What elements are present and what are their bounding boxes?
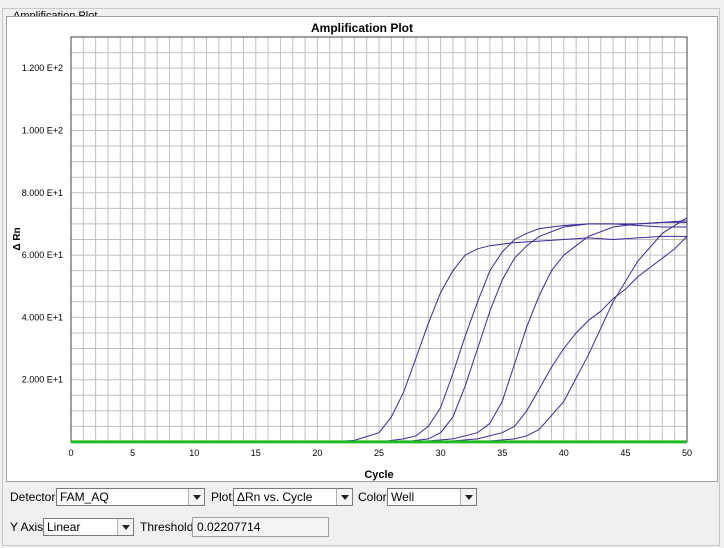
threshold-value: 0.02207714 xyxy=(197,520,261,534)
detector-label: Detector: xyxy=(10,490,59,504)
y-axis-label: Δ Rn xyxy=(12,227,23,250)
amplification-curve xyxy=(415,221,687,443)
amplification-curve xyxy=(403,220,688,443)
chevron-down-icon[interactable] xyxy=(336,489,352,505)
y-tick-label: 1.000 E+2 xyxy=(22,125,63,135)
color-value: Well xyxy=(391,490,415,504)
plot-select[interactable]: ΔRn vs. Cycle xyxy=(233,488,353,506)
amplification-chart: Amplification Plot 2.000 E+1 4.000 E+1 6.0… xyxy=(12,21,692,481)
plot-area: Amplification Plot 2.000 E+1 4.000 E+1 6.0… xyxy=(6,16,718,482)
amplification-curve xyxy=(440,236,688,443)
y-tick-label: 6.000 E+1 xyxy=(22,250,63,260)
y-tick-label: 8.000 E+1 xyxy=(22,188,63,198)
x-tick-label: 30 xyxy=(436,448,446,458)
color-label: Color: xyxy=(358,490,391,504)
x-tick-label: 25 xyxy=(374,448,384,458)
x-axis-label: Cycle xyxy=(364,469,393,481)
y-tick-labels: 2.000 E+1 4.000 E+1 6.000 E+1 8.000 E+1 1.00… xyxy=(22,63,63,385)
amplification-curve xyxy=(329,235,687,443)
detector-value: FAM_AQ xyxy=(60,490,109,504)
chevron-down-icon[interactable] xyxy=(117,519,133,535)
x-tick-label: 35 xyxy=(497,448,507,458)
color-select[interactable]: Well xyxy=(387,488,477,506)
amplification-curves xyxy=(329,217,688,443)
y-tick-label: 4.000 E+1 xyxy=(22,312,63,322)
x-tick-label: 20 xyxy=(312,448,322,458)
x-tick-label: 45 xyxy=(620,448,630,458)
detector-select[interactable]: FAM_AQ xyxy=(56,488,205,506)
x-tick-label: 15 xyxy=(251,448,261,458)
yaxis-select[interactable]: Linear xyxy=(43,518,134,536)
threshold-field[interactable]: 0.02207714 xyxy=(192,517,329,537)
yaxis-value: Linear xyxy=(47,520,81,534)
x-tick-label: 10 xyxy=(189,448,199,458)
y-tick-label: 1.200 E+2 xyxy=(22,63,63,73)
x-tick-label: 40 xyxy=(559,448,569,458)
chevron-down-icon[interactable] xyxy=(188,489,204,505)
x-tick-label: 50 xyxy=(682,448,692,458)
y-tick-label: 2.000 E+1 xyxy=(22,375,63,385)
chart-title: Amplification Plot xyxy=(311,21,413,35)
x-tick-label: 0 xyxy=(68,448,73,458)
plot-value: ΔRn vs. Cycle xyxy=(237,490,313,504)
yaxis-label: Y Axis: xyxy=(10,520,47,534)
threshold-label: Threshold: xyxy=(140,520,197,534)
chevron-down-icon[interactable] xyxy=(460,489,476,505)
x-tick-label: 5 xyxy=(130,448,135,458)
x-tick-labels: 0 5 10 15 20 25 30 35 40 45 50 xyxy=(68,448,692,458)
amplification-curve xyxy=(477,217,688,443)
grid-lines xyxy=(71,37,687,442)
plot-label: Plot: xyxy=(211,490,236,504)
